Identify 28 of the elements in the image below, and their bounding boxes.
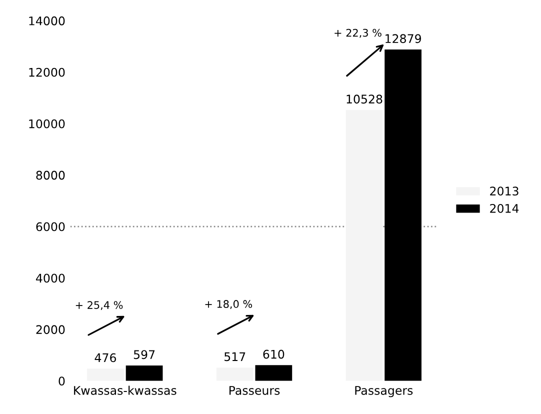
bar [87, 368, 124, 381]
y-tick-label: 2000 [36, 325, 65, 334]
bar [126, 366, 163, 381]
x-tick-label: Passagers [355, 386, 413, 398]
annotation: + 18,0 % [205, 300, 252, 309]
y-tick-label: 14000 [29, 16, 65, 26]
y-tick-label: 10000 [29, 119, 65, 128]
data-label: 10528 [346, 94, 382, 104]
y-tick-label: 0 [58, 376, 65, 386]
annotation: + 25,4 % [76, 301, 123, 310]
data-label: 517 [224, 352, 246, 362]
y-tick-label: 12000 [29, 68, 65, 77]
legend-label: 2013 [490, 186, 518, 196]
y-tick-label: 6000 [36, 222, 65, 232]
bar [346, 110, 383, 381]
bar [216, 368, 254, 381]
data-label: 12879 [386, 34, 421, 44]
y-tick-label: 4000 [36, 274, 65, 283]
data-label: 597 [134, 350, 155, 360]
bar [384, 50, 422, 381]
annotation: + 22,3 % [334, 28, 382, 38]
legend-label: 2014 [490, 204, 519, 213]
x-tick-label: Kwassas-kwassas [74, 386, 176, 395]
y-tick-label: 8000 [36, 170, 65, 180]
data-label: 476 [94, 353, 116, 362]
bar [255, 365, 292, 381]
data-label: 610 [263, 350, 284, 359]
x-tick-label: Passeurs [229, 386, 280, 395]
